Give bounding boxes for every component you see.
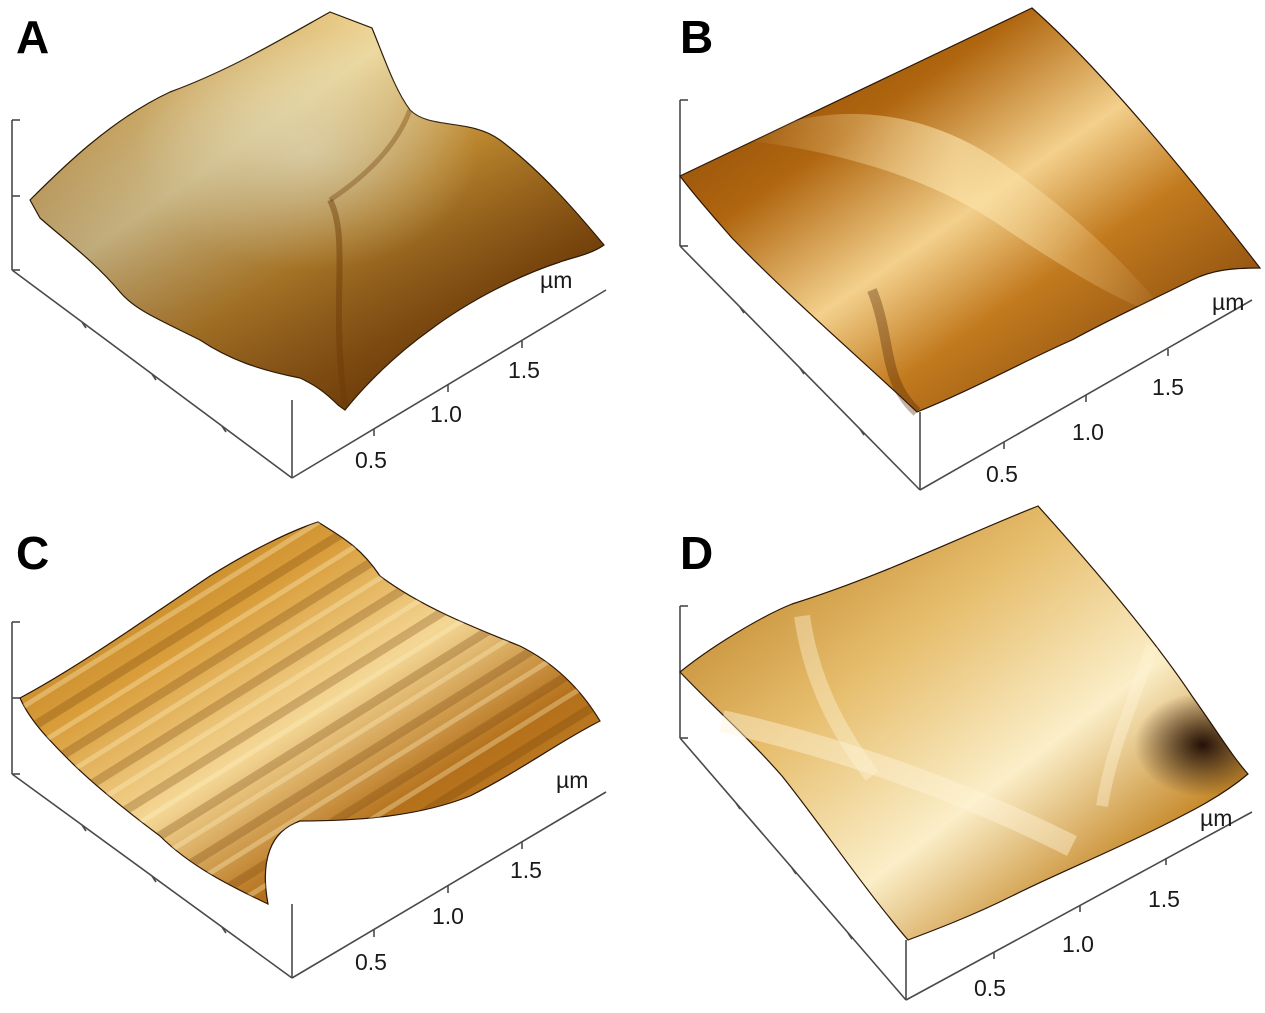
tick-label-c-2: 1.5 — [510, 857, 542, 883]
panel-a: µm 0.5 1.0 1.5 A — [0, 0, 632, 506]
tick-label-b-2: 1.5 — [1152, 374, 1184, 400]
tick-label-b-1: 1.0 — [1072, 419, 1104, 445]
axes-c — [11, 621, 607, 979]
tick-label-a-2: 1.5 — [508, 357, 540, 383]
unit-label-d: µm — [1200, 805, 1232, 831]
panel-label-a: A — [16, 11, 50, 63]
panel-d: µm 0.5 1.0 1.5 D — [632, 505, 1264, 1012]
axes-d — [679, 605, 1253, 1001]
axes-a — [11, 119, 607, 479]
axes-b — [679, 99, 1253, 491]
unit-label-a: µm — [540, 267, 572, 293]
afm-surface-plot-b: µm 0.5 1.0 1.5 — [679, 7, 1262, 491]
panel-b: µm 0.5 1.0 1.5 B — [632, 0, 1264, 506]
tick-label-c-0: 0.5 — [355, 949, 387, 975]
afm-surface-plot-a: µm 0.5 1.0 1.5 — [11, 11, 607, 479]
afm-surface-plot-c: µm 0.5 1.0 1.5 — [11, 521, 607, 979]
tick-label-a-0: 0.5 — [355, 447, 387, 473]
tick-label-d-2: 1.5 — [1148, 886, 1180, 912]
unit-label-b: µm — [1212, 289, 1244, 315]
afm-surface-plot-d: µm 0.5 1.0 1.5 — [679, 505, 1253, 1001]
panel-label-c: C — [16, 527, 50, 579]
tick-label-d-1: 1.0 — [1062, 931, 1094, 957]
surface-b — [679, 7, 1262, 413]
tick-label-c-1: 1.0 — [432, 903, 464, 929]
panel-label-b: B — [680, 11, 714, 63]
tick-label-b-0: 0.5 — [986, 461, 1018, 487]
panel-c: µm 0.5 1.0 1.5 C — [0, 506, 632, 1012]
unit-label-c: µm — [556, 767, 588, 793]
tick-label-d-0: 0.5 — [974, 975, 1006, 1001]
tick-label-a-1: 1.0 — [430, 401, 462, 427]
panel-label-d: D — [680, 527, 714, 579]
